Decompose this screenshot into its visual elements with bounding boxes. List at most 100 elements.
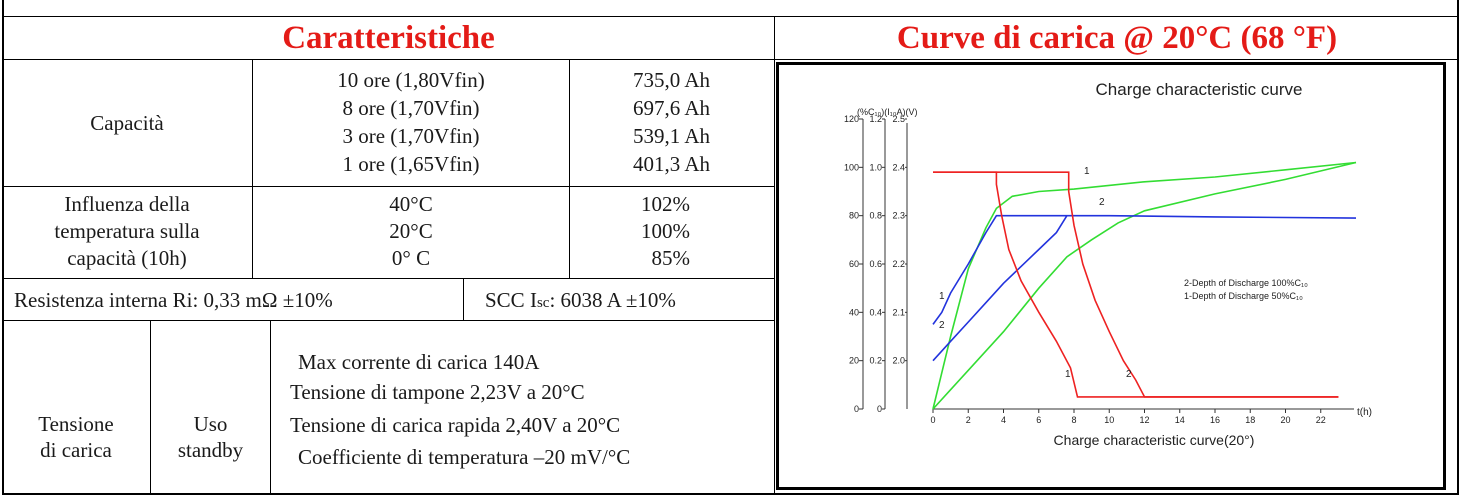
voltage-tick-label: 2.4: [892, 162, 905, 172]
x-tick-label: 18: [1245, 415, 1255, 425]
current-tick-label: 0: [877, 404, 882, 414]
top-divider: [2, 16, 1459, 17]
standby-use-label-2: standby: [177, 438, 244, 462]
scc-subscript: sc: [536, 295, 550, 311]
chart-curve-labels: 1 2 1 2 1 2: [939, 166, 1132, 380]
temperature-divider: [2, 278, 775, 279]
charge-spec-1: Max corrente di carica 140A: [298, 350, 540, 374]
temperature-label-3: capacità (10h): [67, 246, 187, 270]
current-tick-label: 0.8: [869, 211, 882, 221]
charge-spec-4: Coefficiente di temperatura –20 mV/°C: [298, 445, 631, 469]
chart-legend-1: 2-Depth of Discharge 100%C₁₀: [1184, 278, 1308, 288]
column-divider: [774, 16, 775, 495]
temperature-value-2: 100%: [641, 219, 690, 243]
capacity-value-4: 401,3 Ah: [632, 152, 710, 176]
resistance-divider: [2, 320, 775, 321]
current-tick-label: 1.0: [869, 162, 882, 172]
voltage-curve-3: [932, 214, 1357, 325]
left-title: Caratteristiche: [282, 20, 495, 56]
charge-curve-chart: Charge characteristic curve (%C₁₀)(I₁₀A)…: [776, 62, 1446, 490]
chart-x-unit: t(h): [1357, 407, 1372, 418]
capacity-value-3: 539,1 Ah: [632, 124, 710, 148]
x-tick-label: 22: [1316, 415, 1326, 425]
capacity-cond-3: 3 ore (1,70Vfin): [342, 124, 480, 148]
temperature-label-2: temperatura sulla: [54, 219, 200, 243]
temperature-value-1: 102%: [641, 192, 690, 216]
percent-tick-label: 80: [849, 211, 859, 221]
charge-col-divider-2: [270, 320, 271, 495]
chart-legend-2: 1-Depth of Discharge 50%C₁₀: [1184, 291, 1303, 301]
curve-label-current-2: 2: [1126, 369, 1132, 380]
curve-label-capacity-2: 2: [1099, 197, 1105, 208]
curve-label-current-1: 1: [1065, 369, 1071, 380]
short-circuit-current: SCC Isc: 6038 A ±10%: [485, 287, 773, 316]
current-curve-6: [933, 171, 1339, 398]
internal-resistance: Resistenza interna Ri: 0,33 mΩ ±10%: [14, 288, 333, 312]
scc-divider: [463, 278, 464, 320]
voltage-tick-label: 2.5: [892, 114, 905, 124]
capacity-cond-1: 10 ore (1,80Vfin): [337, 68, 485, 92]
current-tick-label: 1.2: [869, 114, 882, 124]
temperature-temp-2: 20°C: [389, 219, 433, 243]
capacity-value-1: 735,0 Ah: [632, 68, 710, 92]
capacity-cond-4: 1 ore (1,65Vfin): [342, 152, 480, 176]
current-tick-label: 0.2: [869, 356, 882, 366]
percent-tick-label: 60: [849, 259, 859, 269]
x-tick-label: 4: [1001, 415, 1006, 425]
cond-col-divider: [252, 59, 253, 278]
percent-tick-label: 0: [854, 404, 859, 414]
percent-tick-label: 100: [844, 162, 859, 172]
voltage-tick-label: 2.1: [892, 307, 905, 317]
curve-label-voltage-2: 2: [939, 320, 945, 331]
capacity-value-2: 697,6 Ah: [632, 96, 710, 120]
curve-label-capacity-1: 1: [1084, 166, 1090, 177]
percent-tick-label: 120: [844, 114, 859, 124]
charge-voltage-label-1: Tensione: [38, 412, 114, 436]
x-tick-label: 6: [1036, 415, 1041, 425]
capacity-label: Capacità: [90, 111, 164, 135]
temperature-value-3: 85%: [651, 246, 691, 270]
chart-xlabel: Charge characteristic curve(20°): [1054, 432, 1255, 448]
current-tick-label: 0.6: [869, 259, 882, 269]
voltage-tick-label: 2.0: [892, 356, 905, 366]
chart-series: [932, 161, 1357, 410]
right-title-divider: [775, 59, 1459, 60]
charge-spec-3: Tensione di carica rapida 2,40V a 20°C: [290, 413, 621, 437]
title-divider: [2, 59, 775, 60]
temperature-temp-1: 40°C: [389, 192, 433, 216]
scc-suffix: : 6038 A ±10%: [549, 288, 676, 312]
chart-axes: 02040608010012000.20.40.60.81.01.22.02.1…: [844, 114, 1354, 425]
capacity-divider: [2, 186, 775, 187]
chart-title: Charge characteristic curve: [1096, 80, 1303, 99]
charge-col-divider-1: [150, 320, 151, 495]
x-tick-label: 10: [1104, 415, 1114, 425]
x-tick-label: 8: [1071, 415, 1076, 425]
chart-y-header: (%C₁₀)(I₁₀A)(V): [857, 107, 918, 117]
charge-curve-svg: Charge characteristic curve (%C₁₀)(I₁₀A)…: [844, 80, 1372, 448]
current-curve-5: [933, 171, 1339, 398]
charge-spec-2: Tensione di tampone 2,23V a 20°C: [290, 380, 585, 404]
current-tick-label: 0.4: [869, 307, 882, 317]
right-title: Curve di carica @ 20°C (68 °F): [896, 20, 1338, 56]
x-tick-label: 12: [1139, 415, 1149, 425]
standby-use-label-1: Uso: [193, 412, 228, 436]
x-tick-label: 2: [966, 415, 971, 425]
voltage-curve-4: [932, 215, 1068, 362]
voltage-tick-label: 2.3: [892, 211, 905, 221]
voltage-tick-label: 2.2: [892, 259, 905, 269]
value-col-divider: [569, 59, 570, 278]
x-tick-label: 0: [930, 415, 935, 425]
percent-tick-label: 20: [849, 356, 859, 366]
temperature-temp-3: 0° C: [391, 246, 431, 270]
curve-label-voltage-1: 1: [939, 291, 945, 302]
capacity-cond-2: 8 ore (1,70Vfin): [342, 96, 480, 120]
temperature-label-1: Influenza della: [64, 192, 190, 216]
capacity-curve-1: [932, 161, 1357, 410]
percent-tick-label: 40: [849, 307, 859, 317]
x-tick-label: 20: [1280, 415, 1290, 425]
scc-prefix: SCC I: [485, 288, 537, 312]
charge-voltage-label-2: di carica: [40, 438, 112, 462]
x-tick-label: 16: [1210, 415, 1220, 425]
x-tick-label: 14: [1175, 415, 1185, 425]
